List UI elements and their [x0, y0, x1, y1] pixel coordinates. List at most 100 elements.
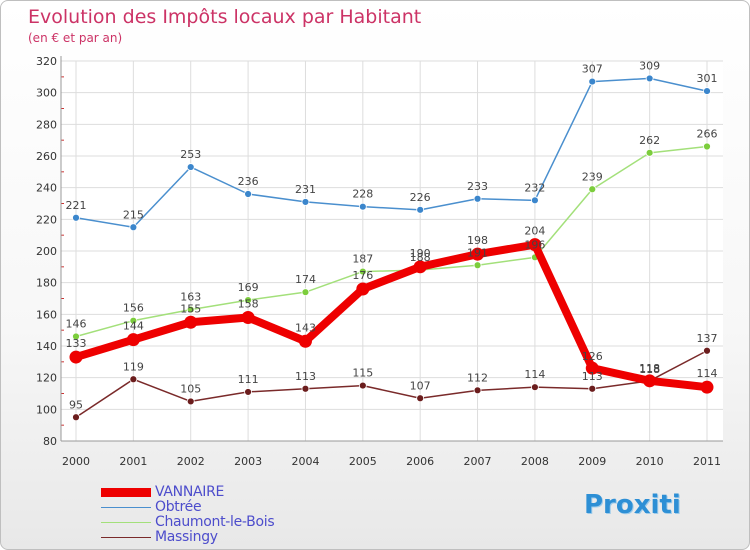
data-point-vannaire [413, 260, 427, 274]
legend-item-vannaire[interactable]: VANNAIRE [101, 485, 301, 500]
data-point-massingy [588, 384, 597, 393]
data-label-vannaire: 155 [180, 302, 201, 315]
data-label-chaumont-le-bois: 196 [524, 238, 545, 251]
data-point-obtr-e [358, 202, 367, 211]
x-tick-label: 2004 [291, 455, 319, 468]
data-label-chaumont-le-bois: 239 [582, 170, 603, 183]
data-point-chaumont-le-bois [301, 288, 310, 297]
data-point-obtr-e [588, 77, 597, 86]
data-point-chaumont-le-bois [588, 185, 597, 194]
data-point-obtr-e [301, 198, 310, 206]
legend-item-obtree[interactable]: Obtrée [101, 500, 301, 515]
x-tick-label: 2010 [636, 455, 664, 468]
x-tick-label: 2003 [234, 455, 262, 468]
data-label-vannaire: 190 [410, 247, 431, 260]
x-tick-label: 2005 [349, 455, 377, 468]
chart-subtitle: (en € et par an) [28, 31, 123, 45]
data-label-massingy: 137 [697, 332, 718, 345]
data-label-obtr-e: 309 [639, 59, 660, 72]
data-point-obtr-e [416, 205, 425, 214]
data-point-massingy [416, 394, 425, 403]
y-tick-label: 160 [36, 308, 57, 321]
data-point-obtr-e [531, 196, 539, 205]
data-point-chaumont-le-bois [645, 148, 654, 157]
data-label-chaumont-le-bois: 156 [123, 302, 144, 315]
data-point-chaumont-le-bois [129, 316, 138, 325]
x-tick-label: 2000 [62, 455, 90, 468]
data-label-chaumont-le-bois: 262 [639, 134, 660, 147]
data-label-chaumont-le-bois: 191 [467, 246, 488, 259]
y-tick-label: 280 [36, 118, 57, 131]
legend: VANNAIRE Obtrée Chaumont-le-Bois Massing… [101, 485, 301, 545]
x-tick-label: 2011 [693, 455, 721, 468]
data-point-obtr-e [186, 163, 195, 171]
y-tick-label: 240 [36, 182, 57, 195]
data-label-vannaire: 114 [697, 367, 718, 380]
chart-title: Evolution des Impôts locaux par Habitant [28, 6, 422, 28]
data-label-chaumont-le-bois: 169 [238, 281, 259, 294]
data-label-vannaire: 176 [352, 269, 373, 282]
data-point-vannaire [241, 311, 255, 324]
legend-label-massingy: Massingy [155, 529, 218, 545]
data-label-obtr-e: 228 [352, 188, 373, 201]
data-label-obtr-e: 215 [123, 208, 144, 221]
data-label-obtr-e: 233 [467, 180, 488, 193]
data-point-massingy [72, 413, 80, 422]
legend-swatch-chaumont [101, 521, 151, 523]
data-label-massingy: 105 [180, 382, 201, 395]
data-label-obtr-e: 221 [66, 199, 87, 212]
series-line-chaumont-le-bois [75, 145, 708, 338]
data-label-vannaire: 158 [238, 298, 259, 311]
data-point-obtr-e [72, 213, 80, 222]
data-label-chaumont-le-bois: 187 [352, 253, 373, 266]
data-label-massingy: 115 [352, 367, 373, 380]
data-point-chaumont-le-bois [358, 267, 367, 276]
data-label-massingy: 118 [639, 362, 660, 375]
data-point-chaumont-le-bois [72, 332, 80, 341]
x-tick-label: 2001 [119, 455, 147, 468]
series-line-massingy [75, 350, 708, 418]
data-point-vannaire [69, 350, 83, 364]
data-label-massingy: 107 [410, 379, 431, 392]
y-tick-label: 120 [36, 372, 57, 385]
data-label-massingy: 112 [467, 371, 488, 384]
y-tick-label: 140 [36, 340, 57, 353]
x-tick-label: 2007 [464, 455, 492, 468]
y-tick-label: 320 [36, 55, 57, 68]
data-point-vannaire [356, 282, 370, 296]
data-label-massingy: 95 [69, 398, 83, 411]
y-tick-label: 220 [36, 213, 57, 226]
legend-item-chaumont[interactable]: Chaumont-le-Bois [101, 515, 301, 530]
y-tick-label: 100 [36, 403, 57, 416]
data-point-massingy [129, 375, 138, 384]
legend-label-obtree: Obtrée [155, 499, 202, 515]
data-label-obtr-e: 232 [524, 181, 545, 194]
data-point-massingy [301, 384, 310, 393]
y-tick-label: 180 [36, 277, 57, 290]
data-label-vannaire: 204 [524, 225, 545, 238]
data-label-obtr-e: 307 [582, 63, 603, 76]
series-line-obtr-e [75, 77, 708, 228]
data-label-chaumont-le-bois: 163 [180, 291, 201, 304]
data-point-chaumont-le-bois [186, 305, 195, 314]
data-point-massingy [186, 397, 195, 406]
data-label-massingy: 113 [295, 370, 316, 383]
legend-swatch-obtree [101, 506, 151, 508]
x-tick-label: 2006 [406, 455, 434, 468]
data-label-vannaire: 143 [295, 321, 316, 334]
data-point-massingy [703, 346, 711, 355]
data-label-obtr-e: 236 [238, 175, 259, 188]
legend-label-chaumont: Chaumont-le-Bois [155, 514, 275, 530]
data-label-massingy: 119 [123, 360, 144, 373]
brand-logo: Proxiti [584, 490, 681, 520]
x-tick-label: 2002 [177, 455, 205, 468]
legend-item-massingy[interactable]: Massingy [101, 530, 301, 545]
data-label-vannaire: 118 [639, 363, 660, 376]
data-point-massingy [244, 388, 252, 396]
x-tick-label: 2008 [521, 455, 549, 468]
data-point-obtr-e [703, 87, 711, 95]
y-tick-label: 200 [36, 245, 57, 258]
data-point-obtr-e [473, 194, 482, 203]
data-label-massingy: 111 [238, 373, 259, 386]
